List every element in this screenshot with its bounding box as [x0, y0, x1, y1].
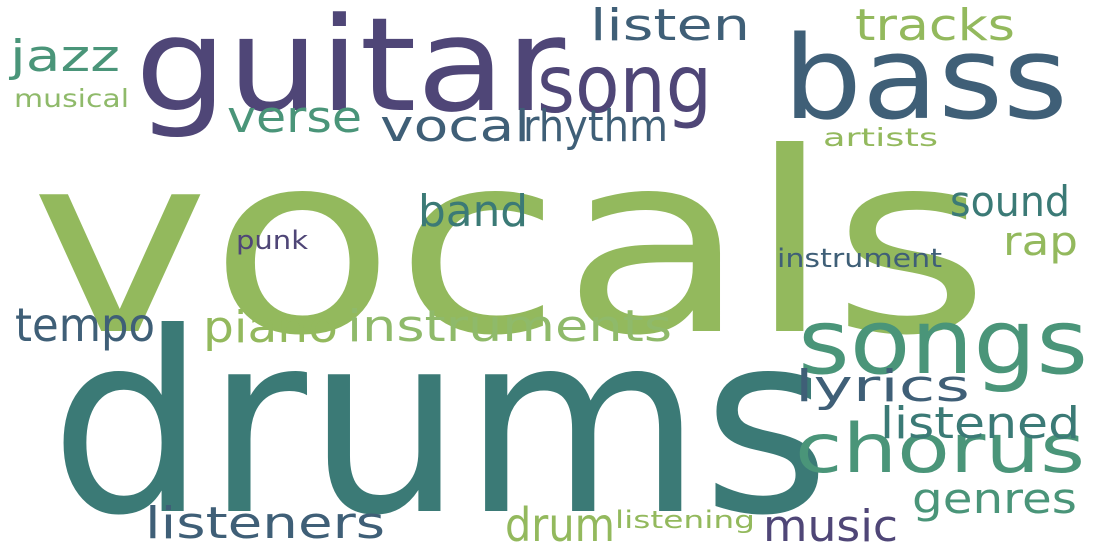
word-song: song — [537, 38, 713, 131]
word-instruments: instruments — [347, 301, 673, 352]
word-band: band — [418, 186, 529, 237]
word-tempo: tempo — [15, 298, 156, 352]
word-genres: genres — [912, 474, 1077, 523]
word-listened: listened — [880, 398, 1081, 449]
word-vocal: vocal — [380, 101, 530, 152]
word-listeners: listeners — [145, 498, 386, 549]
word-songs: songs — [798, 290, 1089, 395]
word-listen: listen — [590, 0, 751, 51]
word-rap: rap — [1003, 219, 1078, 265]
word-musical: musical — [14, 84, 130, 113]
word-artists: artists — [823, 123, 939, 152]
word-drums: drums — [50, 279, 831, 558]
word-tracks: tracks — [855, 0, 1015, 51]
word-guitar: guitar — [135, 0, 566, 141]
word-music: music — [763, 501, 899, 552]
word-piano: piano — [203, 302, 338, 353]
word-lyrics: lyrics — [795, 361, 970, 412]
word-vocals: vocals — [30, 99, 990, 390]
word-jazz: jazz — [10, 31, 120, 82]
word-rhythm: rhythm — [523, 101, 669, 152]
word-bass: bass — [783, 12, 1068, 146]
word-punk: punk — [236, 226, 309, 256]
word-drum: drum — [505, 498, 615, 552]
word-chorus: chorus — [795, 410, 1086, 489]
word-verse: verse — [227, 92, 363, 143]
word-instrument: instrument — [777, 244, 942, 274]
word-sound: sound — [950, 177, 1070, 226]
word-listening: listening — [615, 506, 756, 534]
